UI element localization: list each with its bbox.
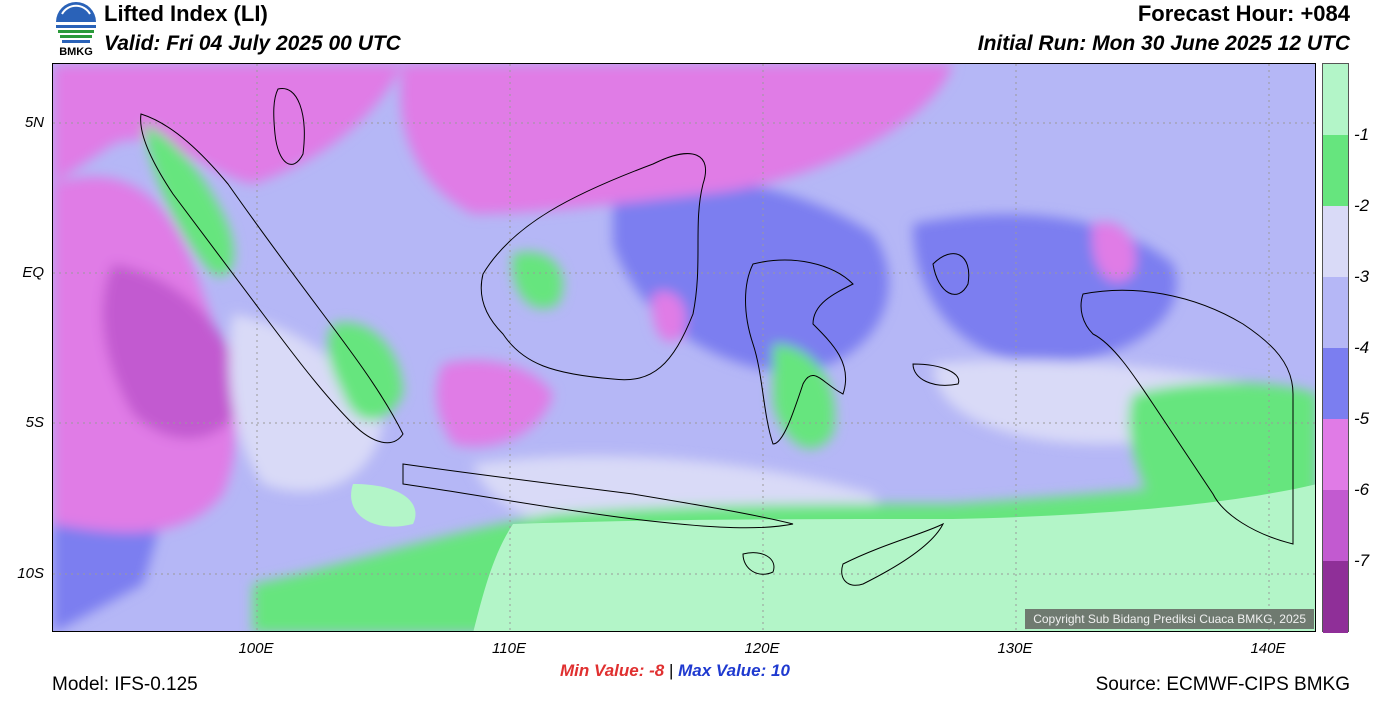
colorbar-seg-2 xyxy=(1323,206,1348,277)
copyright-notice: Copyright Sub Bidang Prediksi Cuaca BMKG… xyxy=(1025,609,1314,629)
sumatra-outline xyxy=(140,113,404,444)
colorbar-seg-0 xyxy=(1323,64,1348,135)
field-green-sulawesi xyxy=(773,344,835,449)
min-value: Min Value: -8 xyxy=(560,661,665,680)
papua-outline xyxy=(1080,289,1294,545)
field-pink-north xyxy=(400,64,954,214)
initial-run: Initial Run: Mon 30 June 2025 12 UTC xyxy=(977,32,1350,55)
sumba-outline xyxy=(742,552,775,575)
field-pink-kalimantan xyxy=(652,291,686,342)
lon-label-110e: 110E xyxy=(492,640,526,657)
lat-label-eq: EQ xyxy=(22,264,44,281)
lat-label-5s: 5S xyxy=(25,414,44,431)
seram-outline xyxy=(912,363,960,386)
lat-label-5n: 5N xyxy=(24,114,44,131)
model-label: Model: IFS-0.125 xyxy=(52,674,198,695)
graticule xyxy=(53,64,1315,631)
field-pink-sulawesi-sea xyxy=(1092,222,1136,282)
colorbar-seg-7 xyxy=(1323,561,1348,633)
lifted-index-map xyxy=(52,63,1316,632)
colorbar-label-3: -3 xyxy=(1354,267,1370,286)
source-label: Source: ECMWF-CIPS BMKG xyxy=(1095,674,1350,695)
coastlines xyxy=(140,88,1294,586)
sulawesi-outline xyxy=(745,259,854,445)
bmkg-logo xyxy=(52,0,100,60)
kalimantan-outline xyxy=(480,153,706,381)
value-separator: | xyxy=(668,661,674,680)
max-value: Max Value: 10 xyxy=(678,661,790,680)
halmahera-outline xyxy=(932,253,970,295)
colorbar-label-6: -6 xyxy=(1354,480,1370,499)
java-outline xyxy=(402,463,794,529)
field-magenta-west xyxy=(102,264,243,439)
colorbar-label-1: -1 xyxy=(1354,125,1370,144)
field-lightgreen-south xyxy=(473,484,1315,631)
colorbar-seg-5 xyxy=(1323,419,1348,490)
timor-outline xyxy=(841,522,945,586)
lon-label-120e: 120E xyxy=(744,640,780,657)
malay-peninsula-outline xyxy=(273,88,305,165)
colorbar-label-5: -5 xyxy=(1354,409,1370,428)
lon-label-140e: 140E xyxy=(1250,640,1286,657)
colorbar-seg-1 xyxy=(1323,135,1348,206)
map-canvas xyxy=(53,64,1315,631)
colorbar-label-2: -2 xyxy=(1354,196,1370,215)
field-green-kalimantan xyxy=(512,252,563,309)
colorbar xyxy=(1322,63,1349,633)
colorbar-seg-3 xyxy=(1323,277,1348,348)
colorbar-label-4: -4 xyxy=(1354,338,1370,357)
lon-label-100e: 100E xyxy=(238,640,274,657)
min-max-values: Min Value: -8 | Max Value: 10 xyxy=(560,661,790,681)
field-lightgreen-java xyxy=(351,484,416,527)
field-pink-java-sea xyxy=(436,360,553,447)
field-green-aceh xyxy=(143,124,234,276)
field-pink-nw xyxy=(53,64,403,184)
forecast-hour: Forecast Hour: +084 xyxy=(1137,1,1350,26)
map-title: Lifted Index (LI) xyxy=(104,1,268,26)
logo-text: BMKG xyxy=(59,46,93,58)
lat-label-10s: 10S xyxy=(17,565,44,582)
colorbar-seg-6 xyxy=(1323,490,1348,561)
field-lavender-sumatra xyxy=(229,314,383,492)
colorbar-seg-4 xyxy=(1323,348,1348,419)
colorbar-label-7: -7 xyxy=(1354,551,1370,570)
valid-time: Valid: Fri 04 July 2025 00 UTC xyxy=(104,32,401,55)
lon-label-130e: 130E xyxy=(997,640,1033,657)
